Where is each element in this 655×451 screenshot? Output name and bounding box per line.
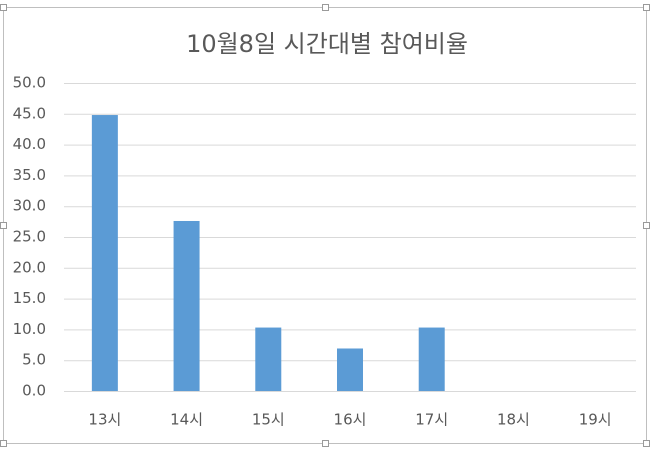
bar <box>91 115 118 392</box>
bar <box>255 327 282 391</box>
x-tick-label: 17시 <box>415 411 448 429</box>
x-tick-label: 16시 <box>334 411 367 429</box>
y-tick-label: 0.0 <box>22 382 46 400</box>
x-tick-label: 18시 <box>497 411 530 429</box>
x-tick-label: 15시 <box>252 411 285 429</box>
chart-title: 10월8일 시간대별 참여비율 <box>186 30 468 58</box>
bar <box>418 327 445 391</box>
y-tick-label: 50.0 <box>13 74 46 92</box>
y-tick-label: 20.0 <box>13 258 46 276</box>
y-tick-label: 25.0 <box>13 228 46 246</box>
y-tick-label: 30.0 <box>13 197 46 215</box>
bar <box>337 348 363 391</box>
x-tick-label: 14시 <box>170 411 203 429</box>
y-tick-label: 40.0 <box>13 135 46 153</box>
x-tick-label: 19시 <box>579 411 612 429</box>
y-tick-label: 10.0 <box>13 320 46 338</box>
selection-handles <box>0 4 650 447</box>
y-tick-label: 35.0 <box>13 166 46 184</box>
y-tick-label: 15.0 <box>13 289 46 307</box>
bar <box>173 220 200 391</box>
y-tick-label: 45.0 <box>13 104 46 122</box>
x-tick-label: 13시 <box>88 411 121 429</box>
y-tick-label: 5.0 <box>22 351 46 369</box>
